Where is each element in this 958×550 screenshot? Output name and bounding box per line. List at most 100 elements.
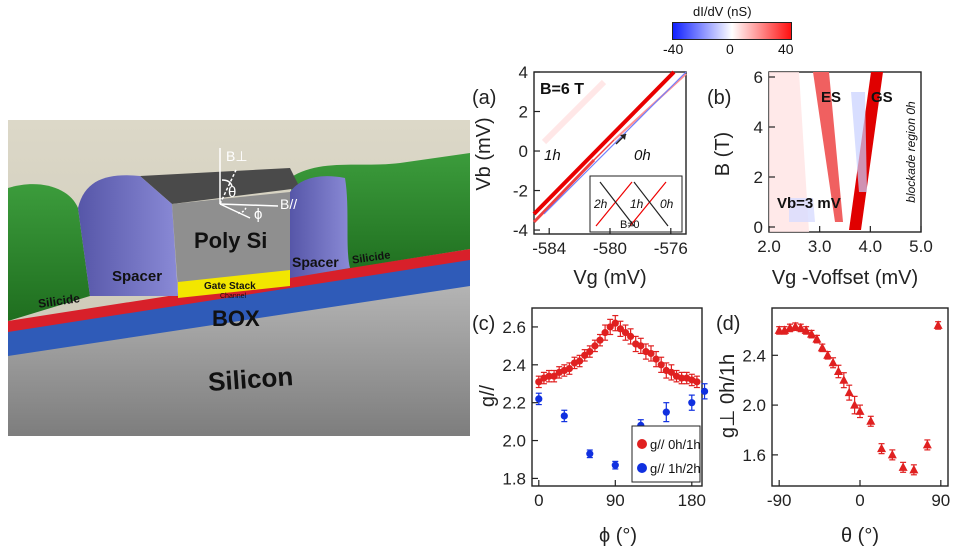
channel-label: Channel	[220, 293, 247, 300]
panel-a-1h-transition-left	[532, 158, 596, 224]
inset-line-3	[629, 181, 667, 227]
panel-a-1h-transition-mid	[593, 139, 615, 161]
panel-a-field-label: B=6 T	[540, 81, 584, 98]
panel-c-point	[560, 412, 568, 420]
panel-a: (a) B=6 T 1h 0h 2h 1h 0h B≠0 -584 -58	[472, 63, 688, 289]
panel-d-point	[866, 416, 876, 425]
panel-c-point	[565, 364, 573, 373]
theta-label: θ	[228, 184, 237, 201]
panel-d-marks	[774, 320, 943, 476]
legend-label-0h1h: g// 0h/1h	[650, 437, 701, 452]
panel-a-xtick-label: -584	[532, 239, 566, 258]
panel-c-point	[550, 372, 558, 380]
panel-c-point	[581, 351, 589, 359]
panel-d-point	[801, 325, 811, 334]
legend-label-1h2h: g// 1h/2h	[650, 461, 701, 476]
panel-d-point	[839, 375, 849, 384]
panel-b-ytick-label: 0	[754, 218, 763, 237]
panel-a-background-band	[541, 79, 607, 145]
panel-b-ytick-label: 2	[754, 168, 763, 187]
panel-b-xtick-label: 2.0	[757, 237, 781, 256]
panel-a-ylabel: Vb (mV)	[473, 117, 495, 190]
panel-a-inset: 2h 1h 0h B≠0	[589, 175, 683, 233]
panel-d-point	[796, 322, 806, 332]
spacer-left	[78, 175, 178, 296]
panel-a-1h-transition-right	[613, 73, 687, 141]
poly-label: Poly Si	[194, 228, 268, 253]
silicide-left	[8, 184, 90, 321]
panel-d-point	[844, 387, 854, 397]
panel-d-label: (d)	[716, 313, 740, 335]
gate-stack	[178, 270, 290, 298]
panel-c-point	[611, 319, 619, 327]
panel-a-xlabel: Vg (mV)	[573, 267, 646, 289]
panel-d-point	[909, 464, 919, 474]
panel-b-axes: 2.0 3.0 4.0 5.0 0 2 4 6	[754, 68, 933, 256]
panel-a-axes: -584 -580 -576 -4 -2 0 2 4	[513, 63, 688, 258]
silicon-substrate	[8, 283, 470, 436]
theta-arc	[221, 179, 233, 187]
panel-d: (d) -90 0 90 1.6 2.0 2.4 θ (°) g⊥ 0h/1h	[716, 307, 950, 547]
panel-b-label: (b)	[707, 87, 731, 109]
panel-a-ytick-label: 0	[519, 142, 528, 161]
b-par-label: B//	[280, 196, 298, 212]
inset-2h: 2h	[593, 197, 608, 211]
silicon-label: Silicon	[207, 361, 295, 397]
panel-d-point	[898, 462, 908, 471]
panel-b-region-label: blockade region 0h	[904, 101, 918, 203]
phi-vector	[219, 203, 251, 219]
panel-d-xlabel: θ (°)	[841, 525, 879, 547]
colorbar-tick-min: -40	[663, 41, 684, 57]
field-axes	[219, 148, 279, 219]
panel-d-point	[812, 334, 822, 343]
panel-c-axes: 0 90 180 1.8 2.0 2.2 2.4 2.6	[502, 318, 706, 510]
panel-a-xtick-label: -580	[593, 239, 627, 258]
panel-d-point	[887, 449, 897, 459]
inset-0h: 0h	[660, 197, 674, 211]
panel-d-ytick-label: 2.4	[742, 346, 766, 365]
panel-a-negative-line	[543, 71, 687, 215]
panel-c-point	[662, 408, 670, 416]
panel-d-point	[790, 321, 800, 331]
panel-d-point	[877, 443, 887, 453]
panel-b-es-band	[813, 72, 843, 222]
panel-b-ytick-label: 6	[754, 68, 763, 87]
panel-d-ytick-label: 1.6	[742, 446, 766, 465]
panel-c-ytick-label: 2.2	[502, 394, 526, 413]
panel-d-point	[855, 406, 865, 415]
phi-arc	[237, 205, 247, 214]
panel-c-point	[621, 329, 630, 337]
panel-b-xtick-label: 4.0	[859, 237, 883, 256]
colorbar-gradient	[672, 22, 792, 40]
panel-c-legend: g// 0h/1h g// 1h/2h	[631, 425, 701, 483]
panel-c-ytick-label: 2.6	[502, 318, 526, 337]
poly-front	[172, 192, 290, 290]
panel-c: (c) 0 90 180 1.8 2.0 2.2 2.4 2.6 g// 0h/1h g// …	[472, 307, 709, 547]
gate-stack-label: Gate Stack	[204, 281, 256, 292]
panel-a-xtick-label: -576	[654, 239, 688, 258]
panel-a-arrow-head	[620, 134, 626, 140]
panel-c-xlabel: ϕ (°)	[599, 525, 637, 547]
panel-c-xtick-label: 0	[534, 491, 543, 510]
colorbar-tick-mid: 0	[726, 41, 734, 57]
panel-a-ytick-label: 2	[519, 103, 528, 122]
legend-marker-0h1h	[637, 439, 647, 449]
inset-line-1	[595, 181, 633, 227]
panel-d-point	[817, 342, 827, 352]
panel-c-point	[652, 355, 660, 363]
panel-d-axes: -90 0 90 1.6 2.0 2.4	[742, 346, 950, 510]
panel-c-point	[637, 342, 645, 350]
panel-c-ylabel: g//	[477, 384, 499, 407]
panel-b-ytick-label: 4	[754, 118, 763, 137]
panel-c-point	[616, 325, 624, 333]
inset-1h: 1h	[630, 197, 644, 211]
panel-b-blue-band	[851, 92, 867, 192]
panel-a-ytick-label: -4	[513, 221, 528, 240]
colorbar-tick-max: 40	[778, 41, 794, 57]
panel-d-ylabel: g⊥ 0h/1h	[717, 354, 739, 438]
panel-a-heatmap	[532, 70, 687, 224]
panel-d-point	[850, 400, 860, 409]
spacer-right	[290, 176, 350, 278]
panel-c-point	[596, 336, 604, 344]
panel-b-es-label: ES	[821, 89, 841, 106]
